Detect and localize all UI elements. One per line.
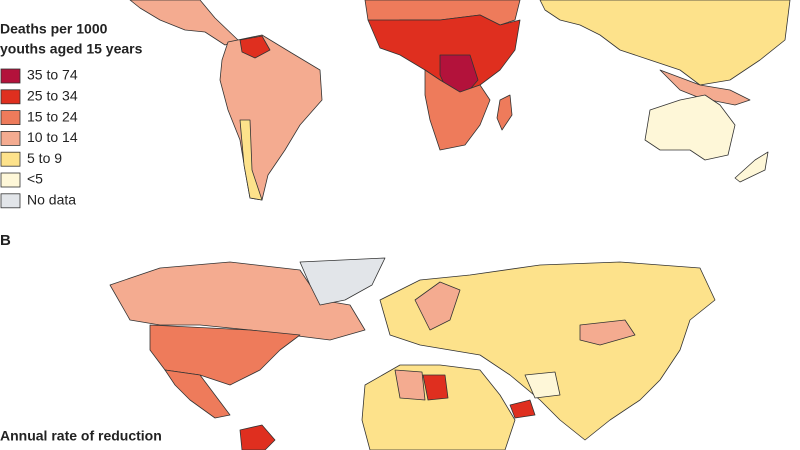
new-zealand <box>734 151 769 183</box>
legend-a: 35 to 74 25 to 34 15 to 24 10 to 14 5 to 9 <5… <box>0 67 78 209</box>
algeria <box>394 369 426 401</box>
canada <box>109 261 366 341</box>
africa-central <box>367 14 521 93</box>
legend-label: 10 to 14 <box>27 129 78 145</box>
yemen <box>509 399 536 419</box>
southeast-asia <box>659 69 751 106</box>
australia <box>644 94 736 161</box>
central-america <box>129 0 239 46</box>
legend-swatch <box>0 193 21 209</box>
legend-swatch <box>0 151 21 167</box>
legend-a-title: Deaths per 1000 <box>0 21 108 37</box>
map-b <box>109 257 716 450</box>
legend-b-title: Annual rate of reduction <box>0 428 162 444</box>
mongolia <box>579 319 636 346</box>
madagascar <box>496 94 513 131</box>
legend-label: 35 to 74 <box>27 67 78 83</box>
legend-swatch <box>0 130 21 146</box>
eurasia <box>379 261 716 441</box>
legend-a-title: youths aged 15 years <box>0 41 143 57</box>
panel-label: B <box>0 232 11 249</box>
map-a <box>129 0 791 201</box>
iran <box>524 371 561 399</box>
usa <box>149 324 301 386</box>
mexico <box>164 369 231 419</box>
legend-swatch <box>0 89 21 105</box>
legend-label: 5 to 9 <box>27 150 62 166</box>
legend-swatch <box>0 110 21 125</box>
legend-swatch <box>0 172 21 188</box>
asia <box>539 0 791 86</box>
chile <box>239 119 263 201</box>
greenland <box>299 257 386 306</box>
legend-label: <5 <box>27 171 43 187</box>
scandinavia <box>414 281 461 331</box>
libya <box>422 374 449 401</box>
africa-south <box>424 69 491 151</box>
venezuela-b <box>239 424 276 450</box>
legend-label: 25 to 34 <box>27 88 78 104</box>
legend-label: No data <box>27 192 76 208</box>
legend-swatch <box>0 68 21 84</box>
venezuela <box>239 35 271 59</box>
legend-label: 15 to 24 <box>27 108 78 124</box>
